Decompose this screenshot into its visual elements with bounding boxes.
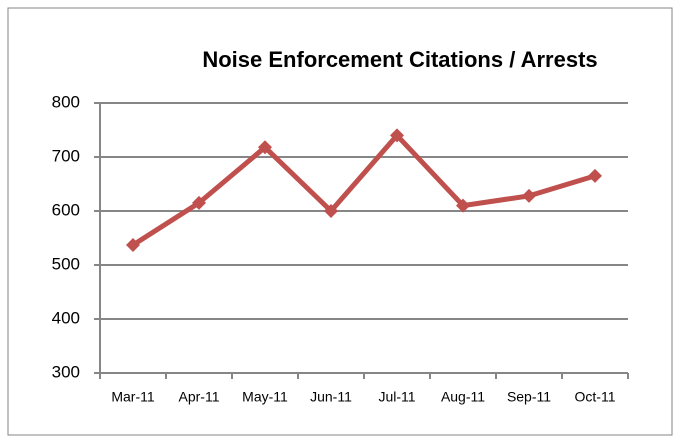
x-tick-label: Apr-11 (179, 389, 220, 405)
marker (258, 140, 272, 155)
x-tick-label: Jun-11 (310, 389, 352, 405)
y-tick-label: 400 (52, 308, 80, 327)
marker (390, 128, 404, 143)
marker (522, 188, 536, 203)
marker (456, 198, 470, 213)
y-tick-label: 700 (52, 146, 80, 165)
y-tick-label: 500 (52, 254, 80, 273)
marker (126, 238, 140, 253)
x-tick-label: Sep-11 (507, 389, 551, 405)
marker (192, 195, 206, 210)
x-tick-label: Jul-11 (378, 389, 415, 405)
line (131, 132, 596, 248)
y-tick-label: 300 (52, 362, 80, 381)
marker (588, 168, 602, 183)
marker (324, 204, 338, 218)
x-tick-label: May-11 (242, 389, 288, 405)
y-tick-label: 800 (52, 92, 80, 111)
chart-title: Noise Enforcement Citations / Arrests (202, 47, 597, 72)
x-tick-label: Aug-11 (441, 389, 485, 405)
y-tick-label: 600 (52, 200, 80, 219)
x-tick-label: Mar-11 (111, 389, 155, 405)
chart-frame (7, 7, 673, 436)
x-tick-label: Oct-11 (575, 389, 616, 405)
